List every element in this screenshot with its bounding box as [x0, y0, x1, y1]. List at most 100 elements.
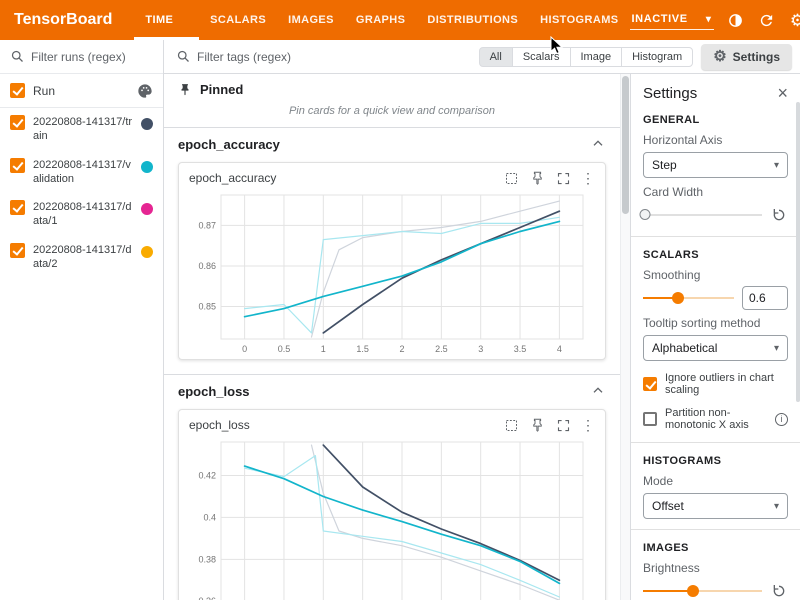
chevron-down-icon: ▾ [774, 160, 779, 171]
chevron-down-icon: ▾ [706, 14, 712, 25]
run-checkbox[interactable] [10, 115, 25, 130]
smoothing-label: Smoothing [643, 268, 788, 282]
close-icon[interactable]: × [777, 84, 788, 102]
run-checkbox[interactable] [10, 200, 25, 215]
filter-scalars-button[interactable]: Scalars [512, 47, 571, 67]
smoothing-slider[interactable] [643, 291, 734, 305]
run-label: 20220808-141317/train [33, 115, 133, 144]
epoch-accuracy-chart[interactable]: 00.511.522.533.540.850.860.87 [187, 189, 593, 357]
tab-time-series[interactable]: TIME SERIES [134, 0, 199, 40]
svg-text:3: 3 [478, 344, 483, 354]
ignore-outliers-checkbox[interactable] [643, 377, 657, 391]
smoothing-input[interactable] [742, 286, 788, 310]
partition-x-axis-checkbox[interactable] [643, 412, 657, 426]
scrollbar-thumb[interactable] [622, 76, 629, 214]
tooltip-sorting-label: Tooltip sorting method [643, 316, 788, 330]
filter-image-button[interactable]: Image [570, 47, 623, 67]
reload-status-dropdown[interactable]: INACTIVE ▾ [630, 10, 714, 30]
pin-card-icon[interactable] [529, 170, 545, 186]
chevron-down-icon: ▾ [774, 343, 779, 354]
settings-scrollbar[interactable] [796, 102, 800, 402]
pinned-title: Pinned [200, 82, 243, 97]
ignore-outliers-label: Ignore outliers in chart scaling [665, 372, 788, 396]
tab-histograms[interactable]: HISTOGRAMS [529, 0, 629, 40]
svg-text:1.5: 1.5 [356, 344, 369, 354]
settings-panel-title: Settings [643, 85, 697, 102]
run-list-header: Run [0, 74, 163, 108]
filter-runs-box [0, 40, 163, 74]
run-color-dot [141, 246, 153, 258]
fullscreen-icon[interactable] [555, 170, 571, 186]
settings-panel: Settings × GENERAL Horizontal Axis Step … [630, 74, 800, 600]
histograms-heading: HISTOGRAMS [643, 455, 788, 467]
tab-graphs[interactable]: GRAPHS [345, 0, 416, 40]
run-list-item: 20220808-141317/data/2 [0, 236, 163, 279]
app-header: TensorBoard TIME SERIES SCALARS IMAGES G… [0, 0, 800, 40]
fit-domain-icon[interactable] [503, 417, 519, 433]
chart-card-epoch-accuracy: epoch_accuracy [178, 162, 606, 360]
run-color-dot [141, 161, 153, 173]
select-all-runs-checkbox[interactable] [10, 83, 25, 98]
histogram-mode-select[interactable]: Offset ▾ [643, 493, 788, 519]
reset-icon[interactable] [770, 206, 788, 224]
svg-text:0: 0 [242, 344, 247, 354]
pinned-hint-text: Pin cards for a quick view and compariso… [178, 97, 606, 121]
section-title: epoch_loss [178, 384, 250, 399]
fit-domain-icon[interactable] [503, 170, 519, 186]
more-options-icon[interactable]: ⋮ [581, 418, 595, 432]
run-color-dot [141, 118, 153, 130]
refresh-icon[interactable] [758, 11, 776, 29]
settings-gear-icon[interactable]: ⚙ [789, 11, 800, 29]
svg-text:3.5: 3.5 [514, 344, 527, 354]
card-width-slider[interactable] [643, 208, 762, 222]
filter-tags-box [176, 49, 471, 64]
svg-text:0.42: 0.42 [198, 471, 216, 481]
filter-tags-input[interactable] [197, 50, 471, 64]
run-checkbox[interactable] [10, 243, 25, 258]
svg-text:0.4: 0.4 [203, 512, 216, 522]
palette-icon [137, 83, 153, 99]
filter-histogram-button[interactable]: Histogram [621, 47, 693, 67]
svg-text:0.38: 0.38 [198, 554, 216, 564]
chevron-up-icon[interactable] [590, 383, 606, 399]
pin-icon [178, 83, 192, 97]
brightness-slider[interactable] [643, 584, 762, 598]
svg-text:0.36: 0.36 [198, 596, 216, 600]
filter-runs-input[interactable] [31, 50, 153, 64]
pin-card-icon[interactable] [529, 417, 545, 433]
fullscreen-icon[interactable] [555, 417, 571, 433]
epoch-loss-chart[interactable]: 00.511.522.533.540.360.380.40.42 [187, 436, 593, 600]
tooltip-sorting-select[interactable]: Alphabetical ▾ [643, 335, 788, 361]
run-color-dot [141, 203, 153, 215]
main-scrollbar[interactable] [620, 74, 630, 600]
tab-distributions[interactable]: DISTRIBUTIONS [416, 0, 529, 40]
section-epoch-loss: epoch_loss epoch_loss [164, 375, 620, 600]
tags-toolbar: All Scalars Image Histogram ⚙ Settings [164, 40, 800, 74]
svg-text:0.5: 0.5 [278, 344, 291, 354]
pinned-section: Pinned Pin cards for a quick view and co… [164, 74, 620, 128]
run-list-item: 20220808-141317/validation [0, 151, 163, 194]
run-label: 20220808-141317/data/1 [33, 200, 133, 229]
tab-scalars[interactable]: SCALARS [199, 0, 277, 40]
search-icon [176, 49, 191, 64]
theme-toggle-icon[interactable] [727, 11, 745, 29]
info-icon[interactable]: i [775, 413, 788, 426]
section-epoch-accuracy: epoch_accuracy epoch_accuracy [164, 128, 620, 375]
nav-tabs: TIME SERIES SCALARS IMAGES GRAPHS DISTRI… [134, 0, 629, 40]
tab-images[interactable]: IMAGES [277, 0, 345, 40]
open-settings-button[interactable]: ⚙ Settings [701, 44, 792, 70]
reset-icon[interactable] [770, 582, 788, 600]
svg-text:4: 4 [557, 344, 562, 354]
card-title: epoch_accuracy [189, 171, 276, 185]
chevron-up-icon[interactable] [590, 136, 606, 152]
run-checkbox[interactable] [10, 158, 25, 173]
general-heading: GENERAL [643, 114, 788, 126]
select-value: Offset [652, 499, 684, 513]
app-logo: TensorBoard [0, 11, 134, 29]
more-options-icon[interactable]: ⋮ [581, 171, 595, 185]
select-value: Alphabetical [652, 341, 717, 355]
gear-icon: ⚙ [713, 49, 726, 64]
filter-all-button[interactable]: All [479, 47, 513, 67]
horizontal-axis-select[interactable]: Step ▾ [643, 152, 788, 178]
run-header-label: Run [33, 84, 55, 98]
